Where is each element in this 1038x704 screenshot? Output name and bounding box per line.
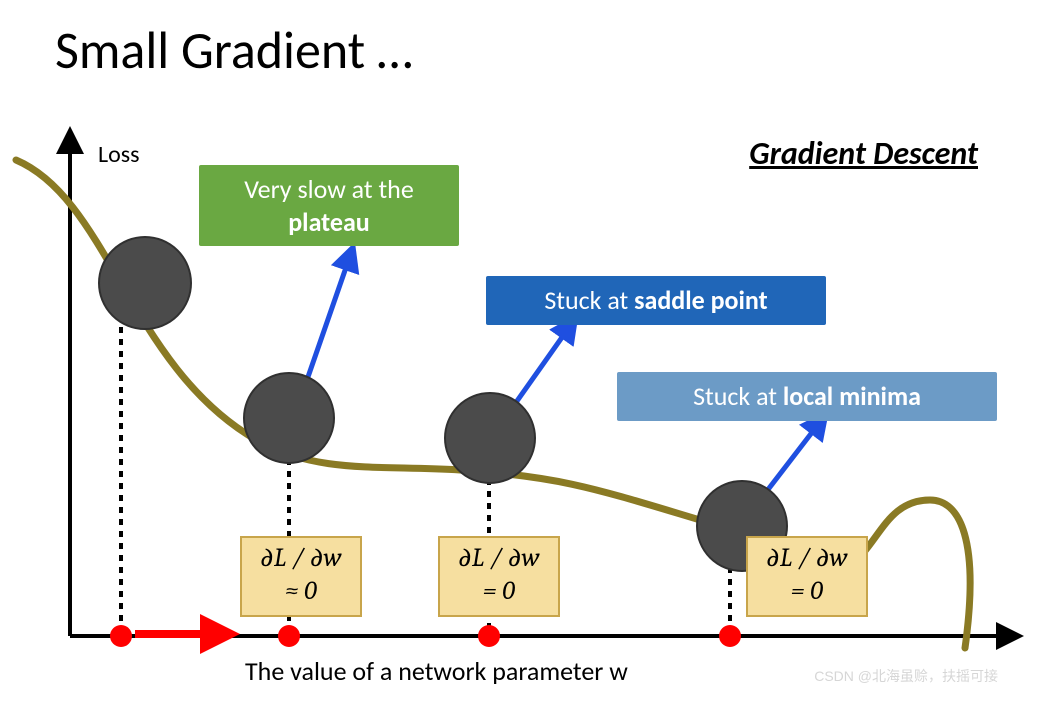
callout-local-minima: Stuck at local minima [617, 372, 997, 421]
drop-lines [121, 315, 730, 636]
derivative-box-0: ∂L / ∂w≈ 0 [240, 536, 362, 617]
derivative-box-1: ∂L / ∂w= 0 [438, 536, 560, 617]
callout-plateau: Very slow at theplateau [199, 165, 459, 246]
callout-saddle: Stuck at saddle point [486, 276, 826, 325]
derivative-box-2: ∂L / ∂w= 0 [746, 536, 868, 617]
